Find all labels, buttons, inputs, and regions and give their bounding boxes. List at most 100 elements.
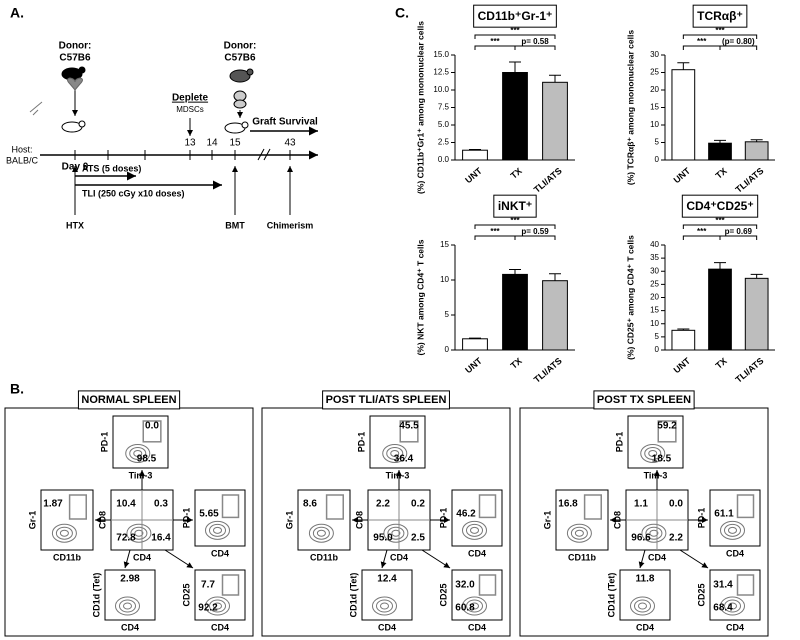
axis-label: PD-1: [696, 508, 706, 529]
y-tick-label: 10: [440, 275, 449, 284]
x-tick-label: UNT: [672, 355, 693, 375]
gate-value: 0.2: [411, 499, 425, 510]
flow-plot: [451, 489, 503, 547]
donor-label: Donor:: [224, 41, 257, 52]
y-tick-label: 10: [650, 319, 659, 328]
y-tick-label: 5: [445, 310, 450, 319]
y-tick-label: 15.0: [433, 50, 449, 59]
error-bar: [714, 262, 726, 270]
contour: [720, 596, 745, 616]
x-tick-label: TX: [714, 356, 729, 371]
error-bar: [750, 273, 763, 279]
significance-bracket: [682, 34, 758, 39]
contour: [115, 596, 140, 616]
contour: [308, 523, 334, 543]
contour: [470, 602, 479, 610]
error-bar: [509, 61, 521, 73]
axis-label: PD-1: [356, 432, 366, 453]
axis-label: Gr-1: [542, 511, 552, 530]
gate-arrow: [164, 549, 194, 569]
significance-bracket: [682, 45, 721, 50]
gate-value: 68.4: [713, 603, 733, 614]
contour: [574, 529, 584, 537]
y-tick-label: 40: [650, 240, 659, 249]
axis-label: CD11b: [568, 552, 597, 562]
bar: [462, 338, 488, 351]
contour: [640, 443, 666, 463]
gate-arrow: [638, 549, 646, 569]
mdsc-label: MDSCs: [176, 105, 204, 114]
contour: [462, 520, 487, 540]
x-tick-label: TLI/ATS: [532, 356, 564, 385]
title-box: [77, 390, 181, 410]
x-tick-label: TX: [509, 166, 524, 181]
day-tick: 14: [206, 138, 218, 149]
axis-label: PD-1: [614, 432, 624, 453]
gate: [399, 420, 419, 443]
contour: [213, 602, 222, 610]
gate-value: 31.4: [713, 580, 733, 591]
error-bar: [750, 139, 763, 142]
y-tick-label: 0.0: [438, 155, 450, 164]
contour: [383, 523, 409, 543]
axis-label: Tim-3: [644, 470, 668, 480]
contour: [209, 599, 226, 613]
x-tick-label: TLI/ATS: [734, 356, 766, 385]
panel-label: A.: [10, 5, 24, 21]
axis-label: CD4: [378, 622, 396, 632]
y-tick-label: 0: [655, 345, 660, 354]
contour: [641, 523, 667, 543]
significance-label: ***: [715, 216, 725, 225]
gate-value: 96.6: [631, 533, 651, 544]
gate: [478, 574, 497, 596]
title-box: [473, 4, 557, 28]
contour: [724, 599, 741, 613]
significance-label: ***: [715, 26, 725, 35]
contour: [126, 523, 152, 543]
bar: [462, 149, 488, 161]
gate-value: 0.0: [145, 421, 159, 432]
contour: [566, 523, 592, 543]
gate-value: 61.1: [714, 509, 734, 520]
event-label: BMT: [225, 220, 245, 230]
contour: [630, 596, 655, 616]
contour: [724, 523, 741, 537]
y-tick-label: 30: [650, 266, 659, 275]
bar: [671, 69, 696, 161]
gate-value: 11.8: [636, 574, 655, 585]
significance-bracket: [682, 224, 758, 229]
contour: [728, 602, 737, 610]
gate-arrow: [380, 549, 388, 569]
y-tick-label: 2.5: [438, 138, 450, 147]
axis-label: CD4: [468, 622, 486, 632]
gate: [142, 420, 162, 443]
y-tick-label: 5.0: [438, 120, 450, 129]
day-tick: 15: [229, 138, 241, 149]
y-axis-label: (%) NKT among CD4⁺ T cells: [415, 239, 425, 355]
axis-label: PD-1: [99, 432, 109, 453]
flow-plot: [40, 489, 94, 551]
gate: [221, 494, 240, 519]
gate-value: 46.2: [456, 509, 476, 520]
day-label: Day 0: [62, 162, 89, 173]
timeline: [29, 66, 318, 215]
y-tick-label: 0: [445, 345, 450, 354]
axis-label: Tim-3: [129, 470, 153, 480]
gate: [478, 494, 497, 519]
contour: [134, 529, 144, 537]
chart-title: CD4⁺CD25⁺: [686, 199, 753, 213]
event-label: Chimerism: [267, 220, 314, 230]
bar: [744, 277, 769, 351]
y-tick-label: 15: [440, 240, 449, 249]
contour: [213, 526, 222, 534]
gate: [736, 494, 755, 519]
axis-label: CD25: [438, 583, 448, 606]
contour: [391, 529, 401, 537]
y-tick-label: 7.5: [438, 103, 450, 112]
gate-arrow: [123, 549, 131, 569]
contour: [205, 596, 230, 616]
gate-value: 0.3: [154, 499, 168, 510]
y-tick-label: 10: [650, 120, 659, 129]
y-tick-label: 25: [650, 68, 659, 77]
axis-label: PD-1: [181, 508, 191, 529]
